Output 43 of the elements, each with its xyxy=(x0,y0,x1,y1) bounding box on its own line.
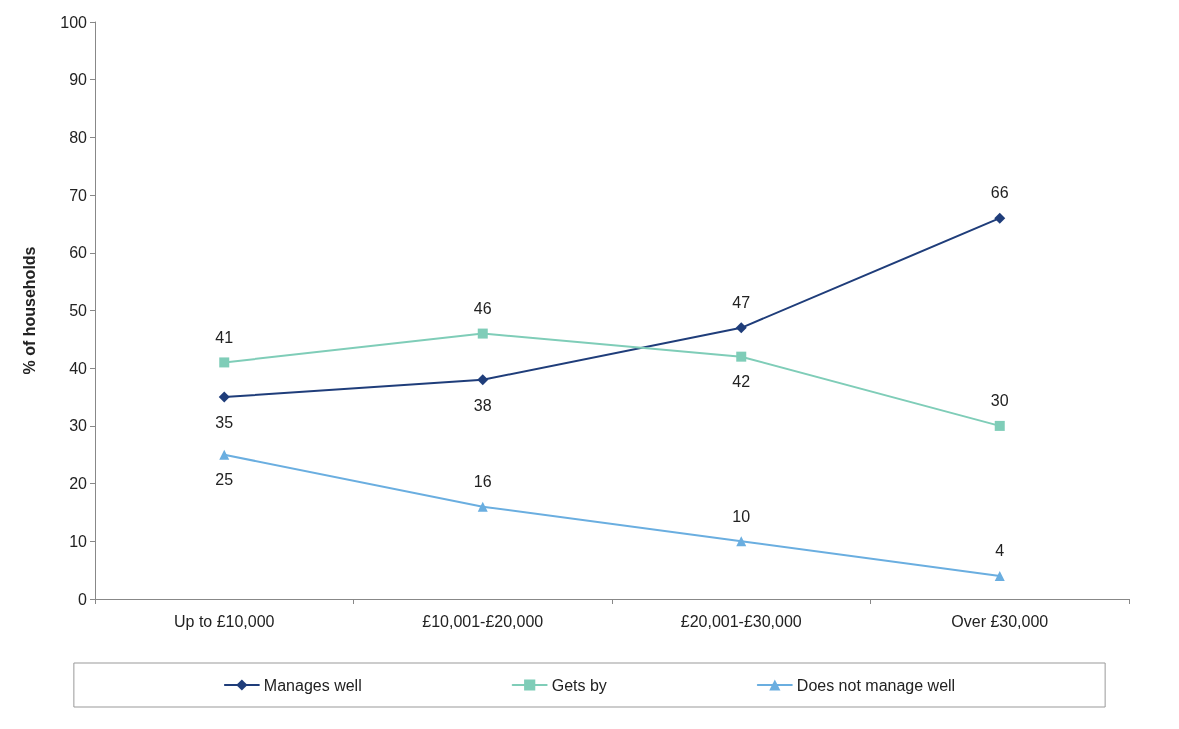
point xyxy=(477,374,489,386)
point xyxy=(736,351,747,362)
y-tick-label: 60 xyxy=(69,244,88,262)
x-tick-label: Over £30,000 xyxy=(951,612,1049,630)
point xyxy=(219,357,230,368)
point xyxy=(994,212,1006,224)
data-label: 10 xyxy=(732,507,751,525)
point xyxy=(994,570,1005,581)
point xyxy=(218,391,230,403)
point xyxy=(477,501,488,512)
data-label: 38 xyxy=(473,396,492,414)
data-label: 66 xyxy=(990,184,1009,202)
data-label: 46 xyxy=(473,300,492,318)
y-tick-label: 90 xyxy=(69,71,88,89)
y-tick-label: 10 xyxy=(69,532,88,550)
data-label: 42 xyxy=(732,373,751,391)
point xyxy=(736,536,747,547)
data-label: 30 xyxy=(990,392,1009,410)
data-label: 4 xyxy=(995,542,1005,560)
x-tick-label: £10,001-£20,000 xyxy=(422,612,544,630)
x-tick-label: £20,001-£30,000 xyxy=(680,612,802,630)
x-tick-label: Up to £10,000 xyxy=(173,612,275,630)
point xyxy=(219,449,230,460)
y-tick-label: 100 xyxy=(60,13,88,31)
data-label: 35 xyxy=(215,414,234,432)
y-axis-title: % of households xyxy=(20,246,38,375)
data-label: 25 xyxy=(215,471,234,489)
y-tick-label: 20 xyxy=(69,475,88,493)
point xyxy=(735,322,747,334)
legend-label: Gets by xyxy=(551,676,607,694)
legend-label: Does not manage well xyxy=(796,676,956,694)
y-tick-label: 80 xyxy=(69,128,88,146)
y-tick-label: 70 xyxy=(69,186,88,204)
y-tick-label: 30 xyxy=(69,417,88,435)
legend-label: Manages well xyxy=(263,676,362,694)
data-label: 16 xyxy=(473,473,492,491)
y-tick-label: 50 xyxy=(69,302,88,319)
data-label: 47 xyxy=(732,293,751,311)
point xyxy=(477,328,488,339)
data-label: 41 xyxy=(215,328,234,346)
y-tick-label: 0 xyxy=(78,590,88,608)
point xyxy=(994,420,1005,431)
y-tick-label: 40 xyxy=(69,359,88,377)
